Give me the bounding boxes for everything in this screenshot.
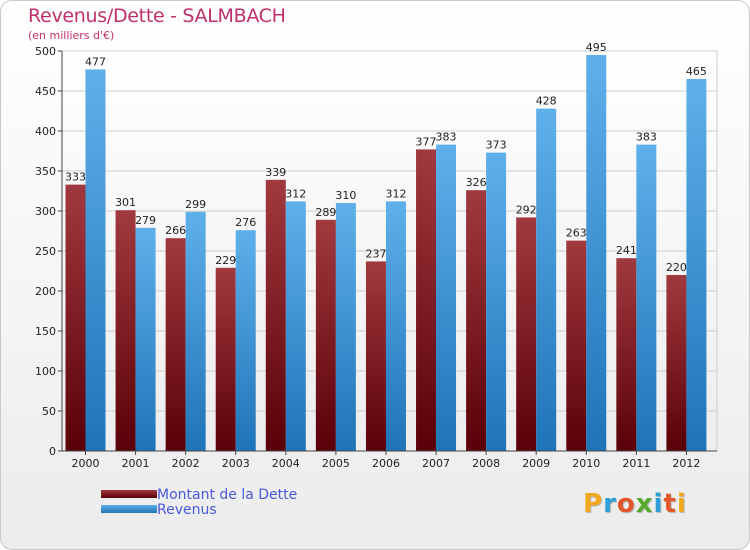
legend-label-revenus: Revenus — [157, 502, 217, 518]
bar-revenus-2000 — [85, 69, 106, 452]
x-tick-label-2011: 2011 — [622, 457, 650, 470]
bar-revenus-2009 — [536, 108, 557, 451]
y-tick-label: 350 — [35, 165, 56, 178]
legend-swatch-dette — [101, 490, 157, 498]
y-tick-label: 50 — [42, 405, 56, 418]
y-tick-label: 100 — [35, 365, 56, 378]
value-label-revenus-2003: 276 — [235, 216, 256, 229]
bar-dette-2009 — [516, 217, 537, 451]
chart-subtitle: (en milliers d'€) — [28, 29, 115, 42]
value-label-revenus-2011: 383 — [636, 131, 657, 144]
value-label-dette-2001: 301 — [115, 196, 136, 209]
x-tick-label-2010: 2010 — [572, 457, 600, 470]
value-label-revenus-2010: 495 — [586, 41, 607, 54]
bar-revenus-2007 — [436, 144, 457, 451]
logo-letter: t — [663, 489, 677, 519]
bar-dette-2003 — [215, 267, 236, 451]
bar-dette-2000 — [65, 184, 86, 451]
bar-dette-2011 — [616, 258, 637, 451]
logo-letter: x — [635, 489, 654, 519]
bar-dette-2002 — [165, 238, 186, 451]
value-label-revenus-2009: 428 — [536, 95, 557, 108]
y-tick-label: 300 — [35, 205, 56, 218]
value-label-dette-2007: 377 — [416, 135, 437, 148]
y-tick-label: 400 — [35, 125, 56, 138]
chart-title: Revenus/Dette - SALMBACH — [28, 5, 286, 27]
value-label-revenus-2007: 383 — [436, 131, 457, 144]
x-tick-label-2009: 2009 — [522, 457, 550, 470]
value-label-revenus-2000: 477 — [85, 55, 106, 68]
y-tick-label: 200 — [35, 285, 56, 298]
bar-dette-2005 — [315, 219, 336, 451]
value-label-dette-2008: 326 — [466, 176, 487, 189]
bar-dette-2010 — [566, 240, 587, 451]
y-tick-label: 250 — [35, 245, 56, 258]
x-tick-label-2003: 2003 — [222, 457, 250, 470]
value-label-revenus-2004: 312 — [285, 187, 306, 200]
proxiti-logo: Proxiti — [583, 489, 687, 519]
logo-letter: r — [603, 489, 617, 519]
y-tick-label: 500 — [35, 45, 56, 58]
value-label-dette-2000: 333 — [65, 171, 86, 184]
value-label-dette-2010: 263 — [566, 227, 587, 240]
x-tick-label-2001: 2001 — [122, 457, 150, 470]
y-tick-label: 0 — [49, 445, 56, 458]
bar-revenus-2005 — [335, 203, 356, 451]
y-tick-label: 150 — [35, 325, 56, 338]
value-label-dette-2004: 339 — [265, 166, 286, 179]
value-label-dette-2005: 289 — [315, 206, 336, 219]
x-tick-label-2008: 2008 — [472, 457, 500, 470]
logo-letter: i — [653, 489, 664, 519]
bar-revenus-2002 — [185, 211, 206, 451]
logo-letter: i — [676, 489, 687, 519]
x-tick-label-2007: 2007 — [422, 457, 450, 470]
x-tick-label-2002: 2002 — [172, 457, 200, 470]
value-label-revenus-2006: 312 — [385, 187, 406, 200]
y-tick-label: 450 — [35, 85, 56, 98]
value-label-revenus-2008: 373 — [486, 139, 507, 152]
value-label-dette-2002: 266 — [165, 224, 186, 237]
value-label-revenus-2005: 310 — [335, 189, 356, 202]
bar-revenus-2008 — [486, 152, 507, 451]
x-tick-label-2000: 2000 — [72, 457, 100, 470]
legend-swatch-revenus — [101, 505, 157, 513]
logo-letter: P — [583, 489, 604, 519]
bar-revenus-2001 — [135, 227, 156, 451]
bar-dette-2004 — [265, 179, 286, 452]
logo-letter: o — [616, 489, 636, 519]
value-labels: 333 477 301 279 266 299 229 276 339 312 289 310 237 3… — [65, 41, 707, 274]
bar-dette-2012 — [666, 275, 687, 451]
value-label-revenus-2002: 299 — [185, 198, 206, 211]
x-tick-label-2005: 2005 — [322, 457, 350, 470]
value-label-dette-2011: 241 — [616, 244, 637, 257]
bar-revenus-2003 — [235, 230, 256, 451]
bar-dette-2008 — [466, 190, 487, 451]
value-label-dette-2009: 292 — [516, 203, 537, 216]
bar-revenus-2011 — [636, 144, 657, 451]
value-label-revenus-2012: 465 — [686, 65, 707, 78]
bar-revenus-2004 — [285, 201, 306, 451]
bar-revenus-2006 — [385, 201, 406, 451]
value-label-dette-2003: 229 — [215, 254, 236, 267]
value-label-dette-2006: 237 — [365, 247, 386, 260]
bar-dette-2007 — [416, 149, 437, 451]
bar-dette-2006 — [365, 261, 386, 451]
x-tick-label-2004: 2004 — [272, 457, 300, 470]
bars — [65, 55, 707, 452]
x-tick-label-2012: 2012 — [672, 457, 700, 470]
value-label-revenus-2001: 279 — [135, 214, 156, 227]
x-tick-label-2006: 2006 — [372, 457, 400, 470]
bar-dette-2001 — [115, 210, 136, 451]
bar-revenus-2010 — [586, 55, 607, 451]
legend-label-dette: Montant de la Dette — [157, 487, 298, 503]
bar-revenus-2012 — [686, 79, 707, 451]
axes: 0 50 100 150 200 250 300 350 400 450 500 2000 2001 20… — [35, 45, 717, 470]
value-label-dette-2012: 220 — [666, 261, 687, 274]
